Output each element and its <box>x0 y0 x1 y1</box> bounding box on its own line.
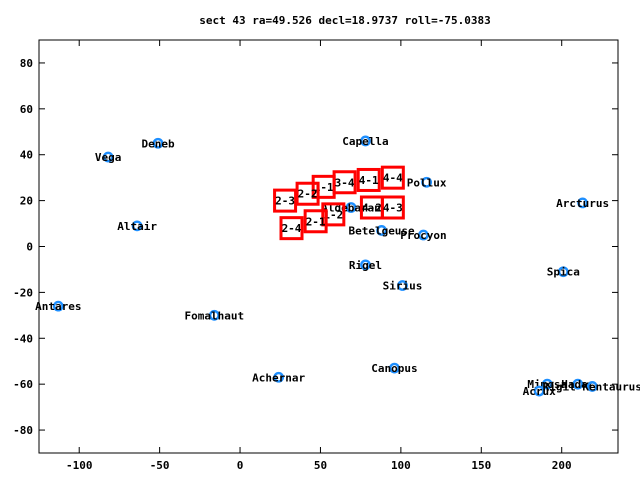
sector-box <box>356 167 381 192</box>
sector-box <box>332 170 357 195</box>
star-marker <box>572 378 584 390</box>
sector-box <box>303 209 328 234</box>
y-tick-label: 20 <box>20 195 33 208</box>
sector-box <box>380 195 405 220</box>
sector-box <box>273 188 298 213</box>
plot-area: -100 -50 0 50 100 150 200 -80 -60 -40 -20 0 20 40 60 80… <box>13 39 640 472</box>
star-label: Betelgeuse <box>348 224 415 237</box>
star-label: Canopus <box>371 362 417 375</box>
star-marker <box>52 300 64 312</box>
sector-box-label: 1-2 <box>323 208 343 221</box>
star-marker <box>360 259 371 271</box>
star-marker <box>152 137 164 149</box>
y-tick-label: -60 <box>13 378 33 391</box>
sector-box-label: 2-3 <box>275 195 295 208</box>
x-tick-label: 200 <box>552 459 572 472</box>
x-tick-label: 0 <box>237 459 244 472</box>
star-label: Vega <box>95 151 122 164</box>
star-label: Acrux <box>523 385 556 398</box>
star-marker <box>541 378 553 390</box>
star-marker <box>389 362 400 374</box>
y-tick-label: -20 <box>13 286 33 299</box>
sector-box-label: 4-3 <box>383 201 403 214</box>
x-tick-label: 150 <box>471 459 491 472</box>
star-label: Altair <box>117 220 157 233</box>
y-tick-label: 60 <box>20 103 33 116</box>
sector-box <box>321 202 346 227</box>
sector-box-label: 4-2 <box>362 201 382 214</box>
star-marker <box>557 266 569 278</box>
star-marker <box>360 135 371 147</box>
y-tick-label: -40 <box>13 332 33 345</box>
star-label: Pollux <box>407 176 447 189</box>
star-marker <box>131 220 143 232</box>
sector-box <box>295 181 320 206</box>
y-tick-label: 0 <box>26 241 33 254</box>
y-tick-label: 80 <box>20 57 33 70</box>
star-marker <box>345 202 357 213</box>
star-label: Fomalhaut <box>185 309 245 322</box>
y-tick-label: -80 <box>13 424 33 437</box>
star-marker <box>102 151 114 163</box>
star-label: Rigil Kentaurus <box>543 380 640 393</box>
x-tick-label: -50 <box>150 459 170 472</box>
star-label: Capella <box>342 135 388 148</box>
star-marker <box>533 385 545 397</box>
star-label: Procyon <box>400 229 446 242</box>
sector-box-label: 4-4 <box>383 172 403 185</box>
star-marker <box>421 176 433 188</box>
chart-title: sect 43 ra=49.526 decl=18.9737 roll=-75.… <box>199 14 490 27</box>
star-marker <box>376 225 387 236</box>
star-label: Spica <box>547 266 580 279</box>
star-label: Sirius <box>383 280 423 293</box>
star-marker <box>273 371 285 383</box>
star-label: Arcturus <box>556 197 609 210</box>
x-tick-label: 50 <box>314 459 327 472</box>
star-label: Achernar <box>252 371 305 384</box>
star-marker <box>397 280 408 291</box>
star-marker <box>417 229 429 241</box>
y-tick-label: 40 <box>20 149 33 162</box>
star-label: Deneb <box>141 137 174 150</box>
star-label: Rigel <box>349 259 382 272</box>
star-label: Antares <box>35 300 81 313</box>
star-marker <box>586 381 598 392</box>
sector-box-label: 3-4 <box>335 176 355 189</box>
x-tick-label: 100 <box>391 459 411 472</box>
sector-box-label: 2-1 <box>306 215 326 228</box>
star-marker <box>577 197 589 209</box>
sector-box <box>380 165 405 190</box>
sector-box-label: 2-4 <box>282 222 302 235</box>
sector-box <box>279 216 304 241</box>
star-marker <box>208 309 220 321</box>
x-tick-label: -100 <box>66 459 93 472</box>
star-label: Hadar <box>561 378 594 391</box>
sector-box-label: 2-2 <box>298 188 318 201</box>
sector-box-label: 4-1 <box>359 174 379 187</box>
